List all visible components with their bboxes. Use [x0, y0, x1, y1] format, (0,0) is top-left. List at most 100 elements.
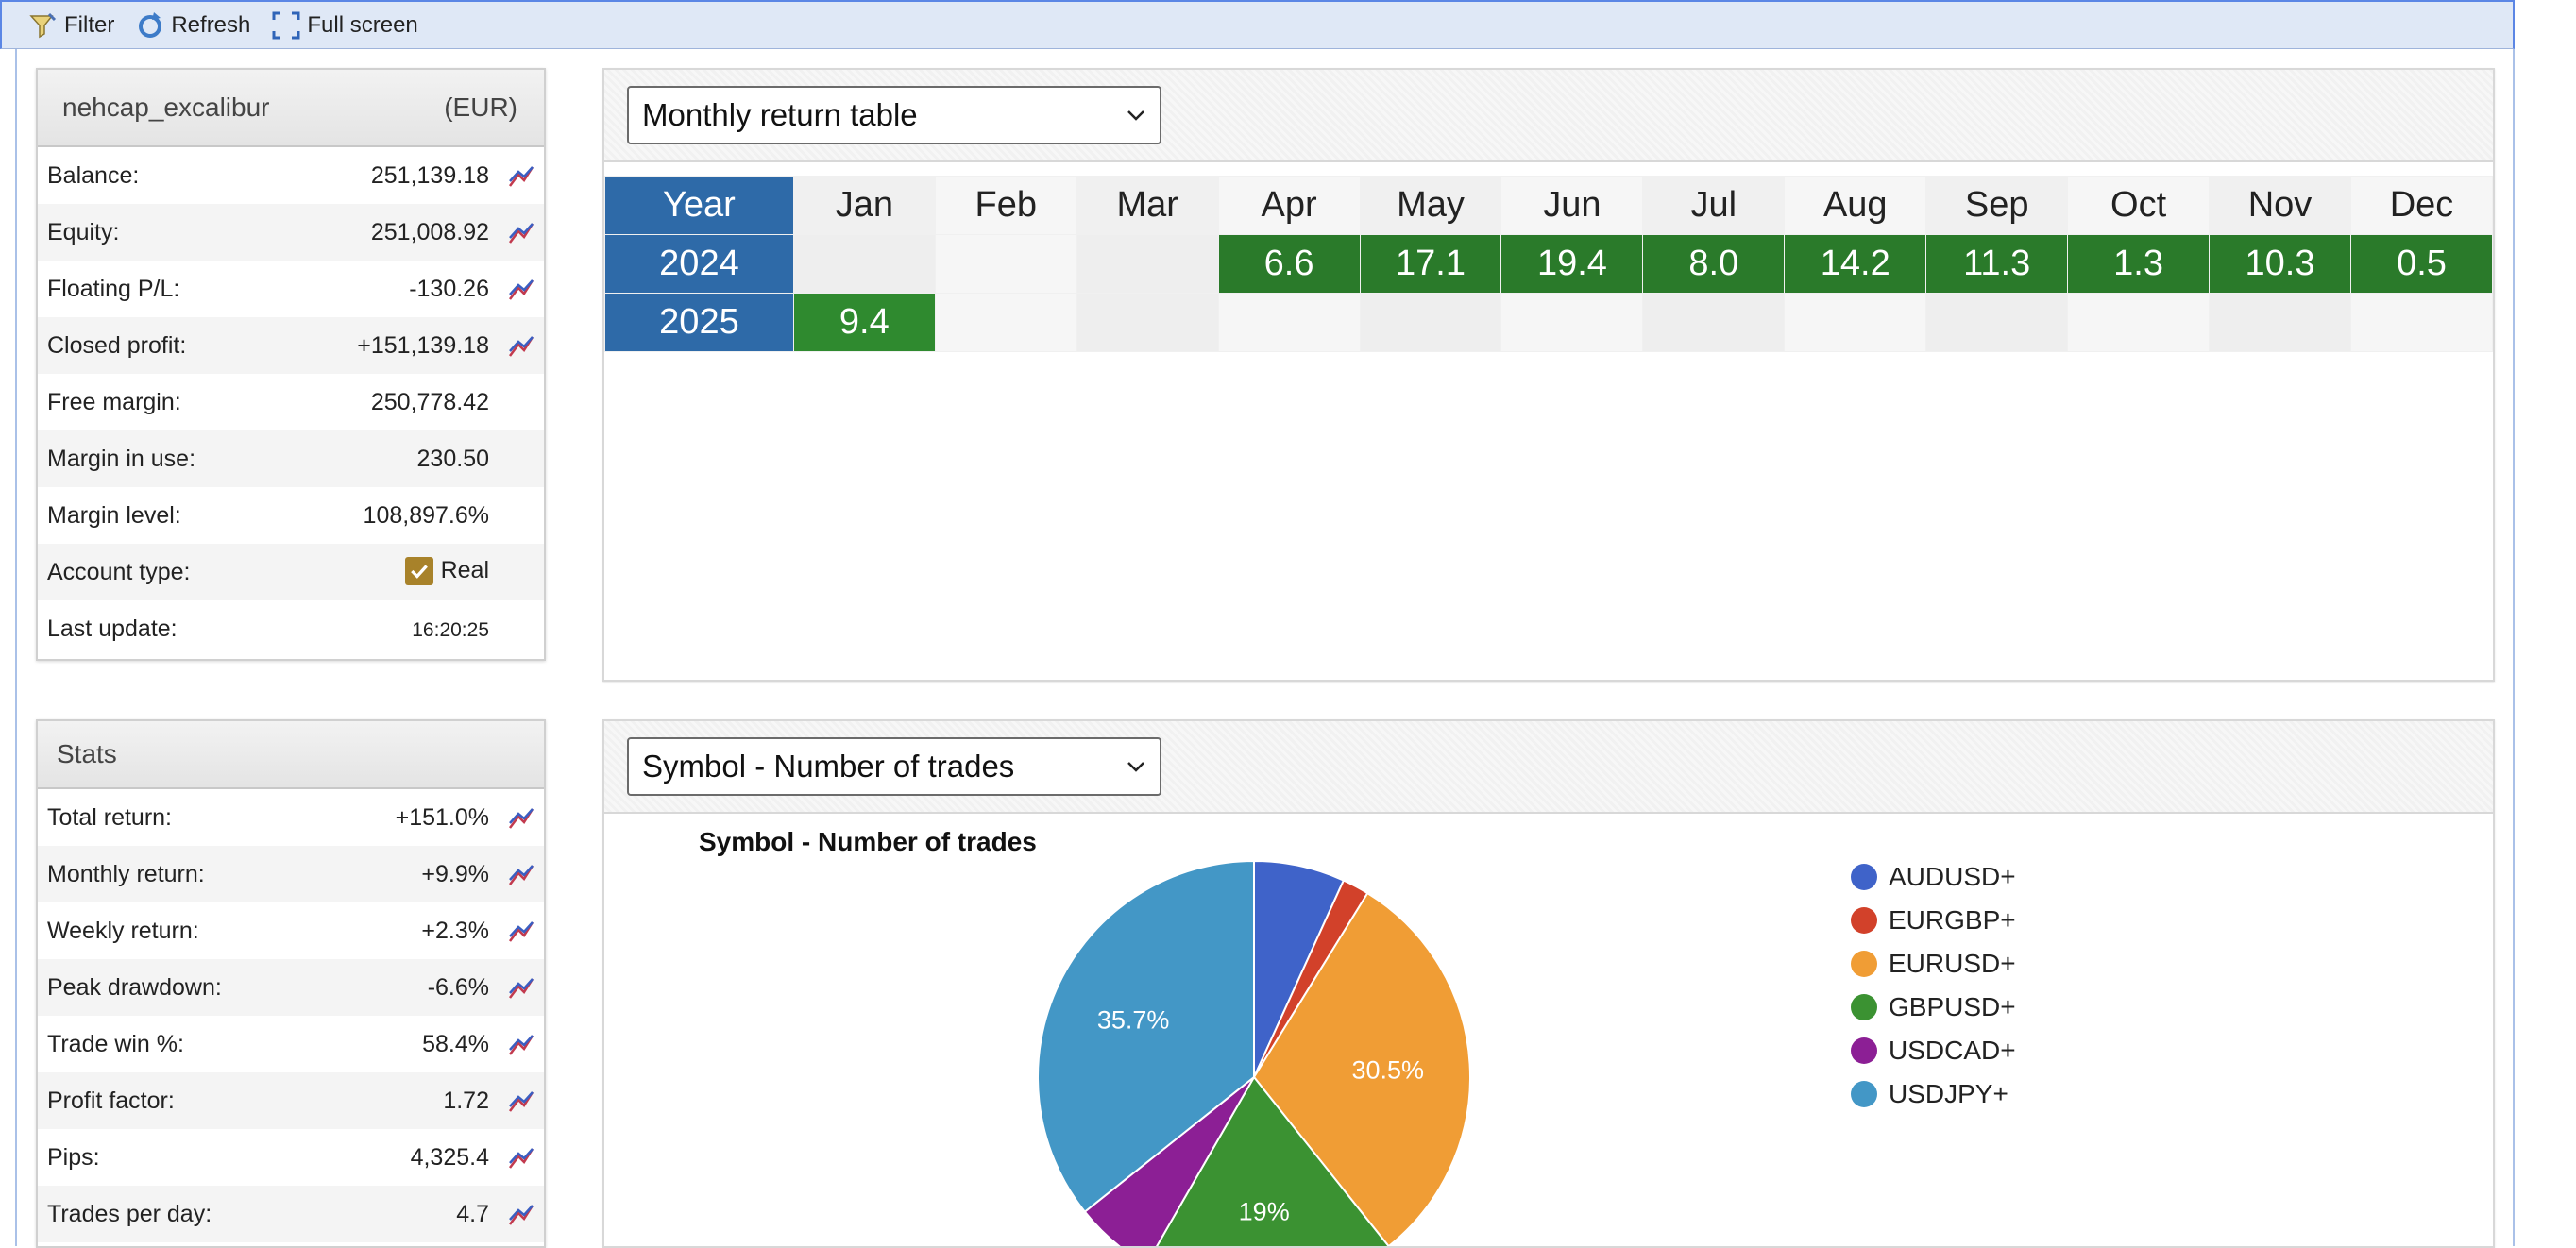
- month-return-cell: 10.3: [2209, 234, 2351, 294]
- legend-item[interactable]: USDJPY+: [1851, 1072, 2016, 1116]
- account-row-label: Account type:: [47, 558, 191, 585]
- month-return-cell: [1076, 293, 1219, 352]
- account-row-value: 250,778.42: [370, 388, 489, 415]
- chart-button[interactable]: [499, 1030, 544, 1058]
- month-return-cell: [934, 234, 1077, 294]
- stats-header: Stats: [38, 721, 544, 789]
- month-header: Dec: [2349, 176, 2494, 235]
- table-row: 2024 6.6 17.1 19.4 8.0 14.2 11.3 1.3 10.3 0.5: [604, 234, 2494, 294]
- fullscreen-icon: [272, 11, 300, 39]
- account-currency: (EUR): [444, 93, 517, 122]
- legend-item[interactable]: AUDUSD+: [1851, 855, 2016, 899]
- account-row-value-cell: -130.26: [253, 276, 499, 303]
- chart-button[interactable]: [499, 860, 544, 888]
- legend-label: USDCAD+: [1889, 1036, 2016, 1065]
- pie-slice-usdjpy-plus[interactable]: [1037, 859, 1255, 1214]
- account-row-label: Balance:: [47, 161, 140, 189]
- chart-icon: [509, 223, 534, 244]
- chart-icon: [509, 1091, 534, 1112]
- filter-button[interactable]: Filter: [28, 10, 114, 41]
- chart-button[interactable]: [499, 1200, 544, 1228]
- legend-dot-icon: [1851, 951, 1877, 977]
- chart-button[interactable]: [499, 331, 544, 360]
- stats-row-label: Trades per day:: [47, 1200, 212, 1227]
- month-return-cell: [1217, 293, 1361, 352]
- pie-slice-eurusd-plus[interactable]: [1252, 891, 1471, 1246]
- stats-row: Trade win %: 58.4%: [38, 1016, 544, 1072]
- chart-icon: [509, 808, 534, 829]
- chart-legend: AUDUSD+ EURGBP+ EURUSD+ GBPUSD+ USDCAD+ USDJP…: [1851, 855, 2016, 1116]
- pie-slice-gbpusd-plus[interactable]: [1146, 1075, 1390, 1246]
- symbol-trades-panel: Symbol - Number of trades: [602, 719, 2495, 1248]
- month-return-cell: [1642, 293, 1786, 352]
- month-header: Aug: [1784, 176, 1927, 235]
- chart-button[interactable]: [499, 275, 544, 303]
- chevron-down-icon: [1127, 110, 1144, 121]
- chart-button[interactable]: [499, 973, 544, 1002]
- legend-item[interactable]: USDCAD+: [1851, 1029, 2016, 1072]
- chart-button[interactable]: [499, 1087, 544, 1115]
- account-row-label: Free margin:: [47, 388, 181, 415]
- account-row-label: Closed profit:: [47, 331, 187, 359]
- chart-title: Symbol - Number of trades: [699, 827, 1037, 856]
- monthly-return-panel: Monthly return table Year Jan Feb Mar Apr May…: [602, 68, 2495, 682]
- stats-row: Monthly return: +9.9%: [38, 846, 544, 902]
- monthly-return-select[interactable]: Monthly return table: [627, 86, 1161, 144]
- account-row-value: 108,897.6%: [363, 501, 489, 529]
- account-row-value: 230.50: [416, 445, 489, 472]
- refresh-label: Refresh: [171, 11, 251, 38]
- pie-slice-label: 30.5%: [1351, 1056, 1424, 1085]
- legend-item[interactable]: EURUSD+: [1851, 942, 2016, 986]
- month-header: Sep: [1925, 176, 2069, 235]
- month-return-cell: 8.0: [1642, 234, 1786, 294]
- pie-slice-label: 19%: [1239, 1198, 1290, 1226]
- chart-icon: [509, 865, 534, 885]
- account-row-value-cell: Real: [253, 556, 499, 588]
- month-return-cell: 6.6: [1217, 234, 1361, 294]
- symbol-trades-select[interactable]: Symbol - Number of trades: [627, 737, 1161, 796]
- chart-button[interactable]: [499, 1143, 544, 1172]
- year-cell: 2024: [604, 234, 794, 294]
- fullscreen-button[interactable]: Full screen: [271, 10, 418, 41]
- month-header: May: [1359, 176, 1502, 235]
- monthly-return-header: Monthly return table: [604, 70, 2493, 162]
- stats-row-label: Weekly return:: [47, 917, 199, 944]
- legend-item[interactable]: EURGBP+: [1851, 899, 2016, 942]
- stats-row-value: -6.6%: [427, 973, 489, 1001]
- stats-title: Stats: [57, 739, 117, 768]
- month-header: Mar: [1076, 176, 1219, 235]
- month-return-cell: [1500, 293, 1644, 352]
- chart-button[interactable]: [499, 917, 544, 945]
- chart-button[interactable]: [499, 803, 544, 832]
- chart-icon: [509, 166, 534, 187]
- legend-label: USDJPY+: [1889, 1079, 2008, 1108]
- year-cell: 2025: [604, 293, 794, 352]
- monthly-return-select-value: Monthly return table: [642, 97, 918, 132]
- month-header: Feb: [934, 176, 1077, 235]
- chart-button[interactable]: [499, 161, 544, 190]
- account-row-label: Last update:: [47, 615, 178, 642]
- symbol-trades-select-value: Symbol - Number of trades: [642, 749, 1015, 784]
- month-header: Apr: [1217, 176, 1361, 235]
- month-return-cell: 17.1: [1359, 234, 1502, 294]
- filter-label: Filter: [64, 11, 115, 38]
- chart-icon: [509, 279, 534, 300]
- symbol-trades-header: Symbol - Number of trades: [604, 721, 2493, 814]
- month-header: Jul: [1642, 176, 1786, 235]
- month-return-cell: 1.3: [2067, 234, 2211, 294]
- account-row-value-cell: 230.50: [253, 446, 499, 473]
- chart-icon: [509, 978, 534, 999]
- account-row-value: +151,139.18: [357, 331, 489, 359]
- stats-row-value: 1.72: [443, 1087, 489, 1114]
- chevron-down-icon: [1127, 762, 1144, 772]
- account-row: Last update: 16:20:25: [38, 600, 544, 657]
- month-return-cell: [2209, 293, 2351, 352]
- refresh-button[interactable]: Refresh: [135, 10, 250, 41]
- year-header: Year: [604, 176, 794, 235]
- filter-icon: [29, 12, 57, 38]
- legend-item[interactable]: GBPUSD+: [1851, 986, 2016, 1029]
- chart-button[interactable]: [499, 218, 544, 246]
- stats-row: Profit factor: 1.72: [38, 1072, 544, 1129]
- refresh-icon: [139, 11, 162, 38]
- chart-icon: [509, 1205, 534, 1225]
